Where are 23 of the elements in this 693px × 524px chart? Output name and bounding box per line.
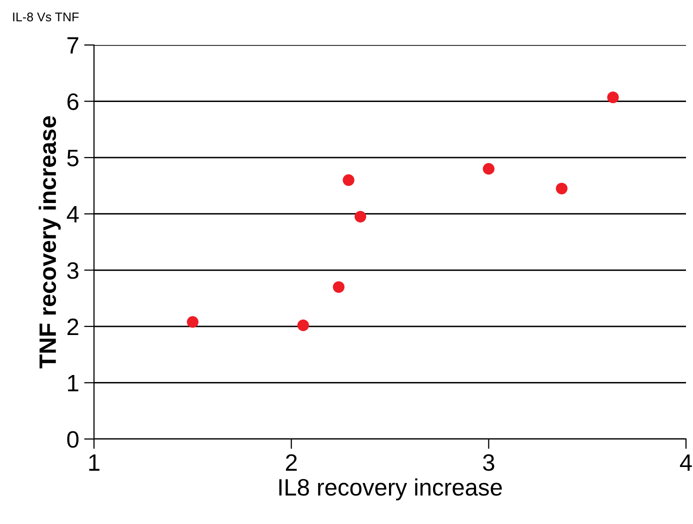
y-tick-label: 6 (67, 93, 78, 110)
x-tick-label: 4 (680, 454, 692, 471)
point (556, 182, 568, 194)
y-tick-label: 0 (67, 431, 78, 448)
x-axis-title: IL8 recovery increase (279, 478, 502, 500)
y-tick-label: 7 (67, 37, 78, 54)
point (342, 174, 354, 186)
point (482, 163, 494, 175)
point (332, 281, 345, 293)
y-tick-label: 3 (67, 262, 78, 279)
y-tick-label: 5 (67, 150, 78, 166)
point (607, 92, 619, 104)
chart-subtitle: IL-8 Vs TNF (13, 12, 79, 22)
y-axis-title: TNF recovery increase (38, 116, 61, 368)
y-tick-label: 4 (66, 206, 79, 222)
y-tick-label: 1 (68, 375, 78, 392)
x-tick-label: 3 (483, 454, 494, 471)
point (186, 316, 198, 328)
point (297, 319, 309, 332)
y-tick-label: 2 (67, 318, 78, 335)
point (354, 210, 366, 222)
x-tick-label: 2 (286, 454, 297, 471)
x-tick-label: 1 (89, 454, 100, 471)
